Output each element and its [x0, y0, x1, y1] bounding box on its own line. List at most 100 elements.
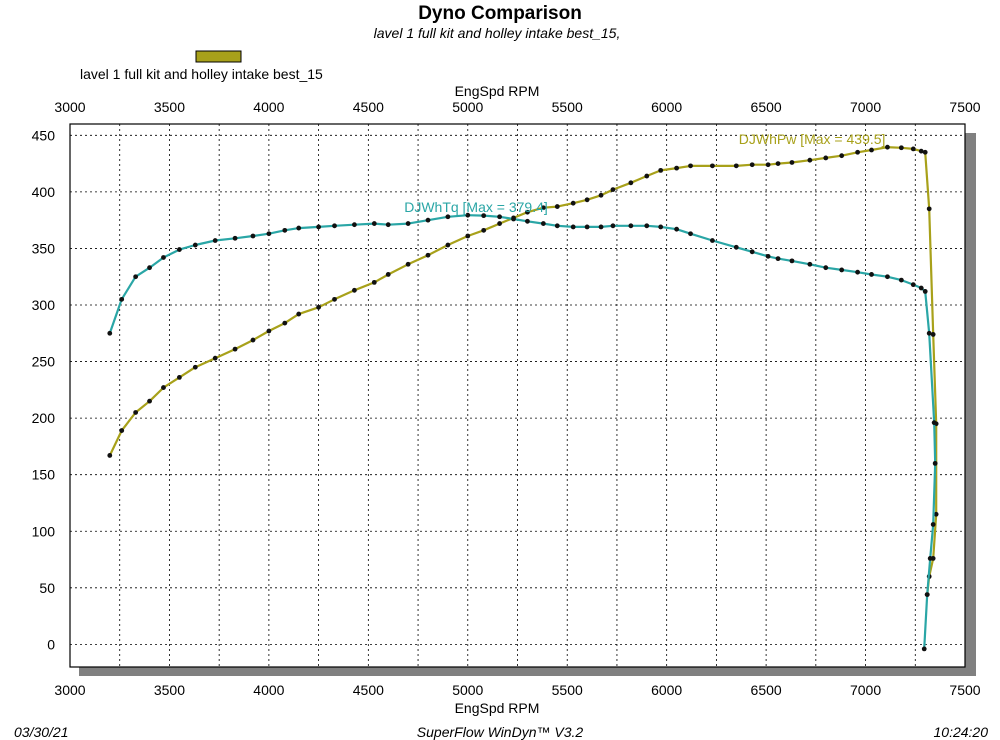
series-annotation: DJWhTq [Max = 379.4]: [404, 199, 548, 215]
x-tick-label-bottom: 6000: [651, 682, 682, 698]
data-point: [922, 289, 928, 294]
data-point: [161, 255, 166, 260]
data-point: [749, 249, 755, 255]
data-point: [554, 223, 560, 229]
data-point: [775, 161, 781, 166]
data-point: [710, 163, 715, 169]
series-DJWhTq: DJWhTq [Max = 379.4]: [107, 199, 938, 652]
legend-label: lavel 1 full kit and holley intake best_…: [80, 66, 323, 82]
data-point: [232, 346, 238, 352]
data-point: [133, 410, 139, 415]
data-point: [688, 231, 693, 237]
data-point: [610, 223, 616, 229]
data-point: [898, 145, 904, 151]
data-point: [332, 296, 337, 302]
data-point: [885, 274, 890, 280]
data-point: [385, 222, 391, 228]
data-point: [176, 375, 182, 380]
data-point: [282, 320, 288, 326]
data-point: [266, 328, 272, 334]
data-point: [497, 214, 502, 220]
data-point: [540, 205, 546, 211]
data-point: [839, 153, 845, 159]
data-point: [926, 206, 932, 212]
x-tick-label-bottom: 6500: [751, 682, 782, 698]
data-point: [885, 144, 890, 150]
data-point: [823, 155, 829, 161]
data-point: [192, 242, 198, 248]
y-tick-label: 50: [39, 580, 55, 596]
data-point: [869, 147, 874, 153]
data-point: [628, 223, 634, 229]
data-point: [161, 385, 166, 390]
data-point: [765, 162, 771, 168]
x-axis-title-top: EngSpd RPM: [455, 83, 540, 99]
chart-subtitle: lavel 1 full kit and holley intake best_…: [374, 25, 621, 41]
data-point: [658, 167, 664, 173]
data-point: [133, 274, 139, 280]
data-point: [910, 146, 916, 152]
data-point: [924, 592, 930, 597]
data-point: [497, 221, 502, 226]
y-tick-label: 150: [32, 467, 56, 483]
data-point: [855, 149, 860, 155]
data-point: [765, 253, 771, 259]
data-point: [147, 265, 152, 271]
data-point: [445, 242, 451, 248]
data-point: [628, 180, 634, 186]
data-point: [352, 287, 357, 293]
x-tick-label-top: 4500: [353, 99, 384, 115]
data-point: [674, 165, 680, 171]
data-point: [807, 157, 813, 163]
legend-swatch: [195, 50, 242, 63]
data-point: [119, 296, 125, 302]
y-tick-label: 0: [47, 636, 55, 652]
footer-software: SuperFlow WinDyn™ V3.2: [417, 724, 584, 740]
data-point: [869, 272, 874, 277]
data-point: [644, 223, 650, 229]
data-point: [250, 337, 256, 343]
x-tick-label-top: 5500: [552, 99, 583, 115]
data-point: [570, 200, 576, 206]
data-point: [598, 224, 604, 230]
data-point: [910, 282, 916, 288]
data-point: [352, 222, 357, 228]
data-point: [371, 279, 377, 285]
data-point: [465, 233, 471, 239]
footer-date: 03/30/21: [14, 724, 69, 740]
x-tick-labels-top: 3000 3500 4000 4500 5000 5500 6000 6500 7000 7500: [54, 99, 980, 115]
data-point: [918, 148, 924, 154]
x-tick-label-top: 4000: [253, 99, 284, 115]
data-point: [405, 221, 411, 226]
data-point: [823, 265, 829, 271]
x-tick-labels-bottom: 3000 3500 4000 4500 5000 5500 6000 6500 7000 7500: [54, 682, 980, 698]
y-tick-label: 300: [32, 297, 56, 313]
data-point: [658, 224, 664, 230]
data-point: [610, 187, 616, 193]
data-point: [931, 420, 937, 426]
x-tick-label-bottom: 4000: [253, 682, 284, 698]
x-tick-label-top: 3000: [54, 99, 85, 115]
data-point: [250, 233, 256, 239]
footer-time: 10:24:20: [934, 724, 989, 740]
data-point: [176, 247, 182, 252]
data-point: [405, 261, 411, 267]
data-point: [898, 277, 904, 283]
x-tick-label-top: 5000: [452, 99, 483, 115]
data-point: [465, 212, 471, 218]
x-tick-label-top: 7500: [949, 99, 980, 115]
data-point: [425, 252, 431, 258]
data-point: [282, 227, 288, 233]
data-point: [232, 235, 238, 241]
data-point: [481, 227, 487, 233]
x-tick-label-top: 6000: [651, 99, 682, 115]
data-point: [644, 173, 650, 179]
data-point: [570, 224, 576, 230]
data-point: [855, 269, 860, 275]
x-tick-label-bottom: 5500: [552, 682, 583, 698]
data-point: [710, 238, 715, 243]
data-point: [933, 511, 939, 517]
data-point: [525, 209, 530, 215]
x-tick-label-bottom: 4500: [353, 682, 384, 698]
